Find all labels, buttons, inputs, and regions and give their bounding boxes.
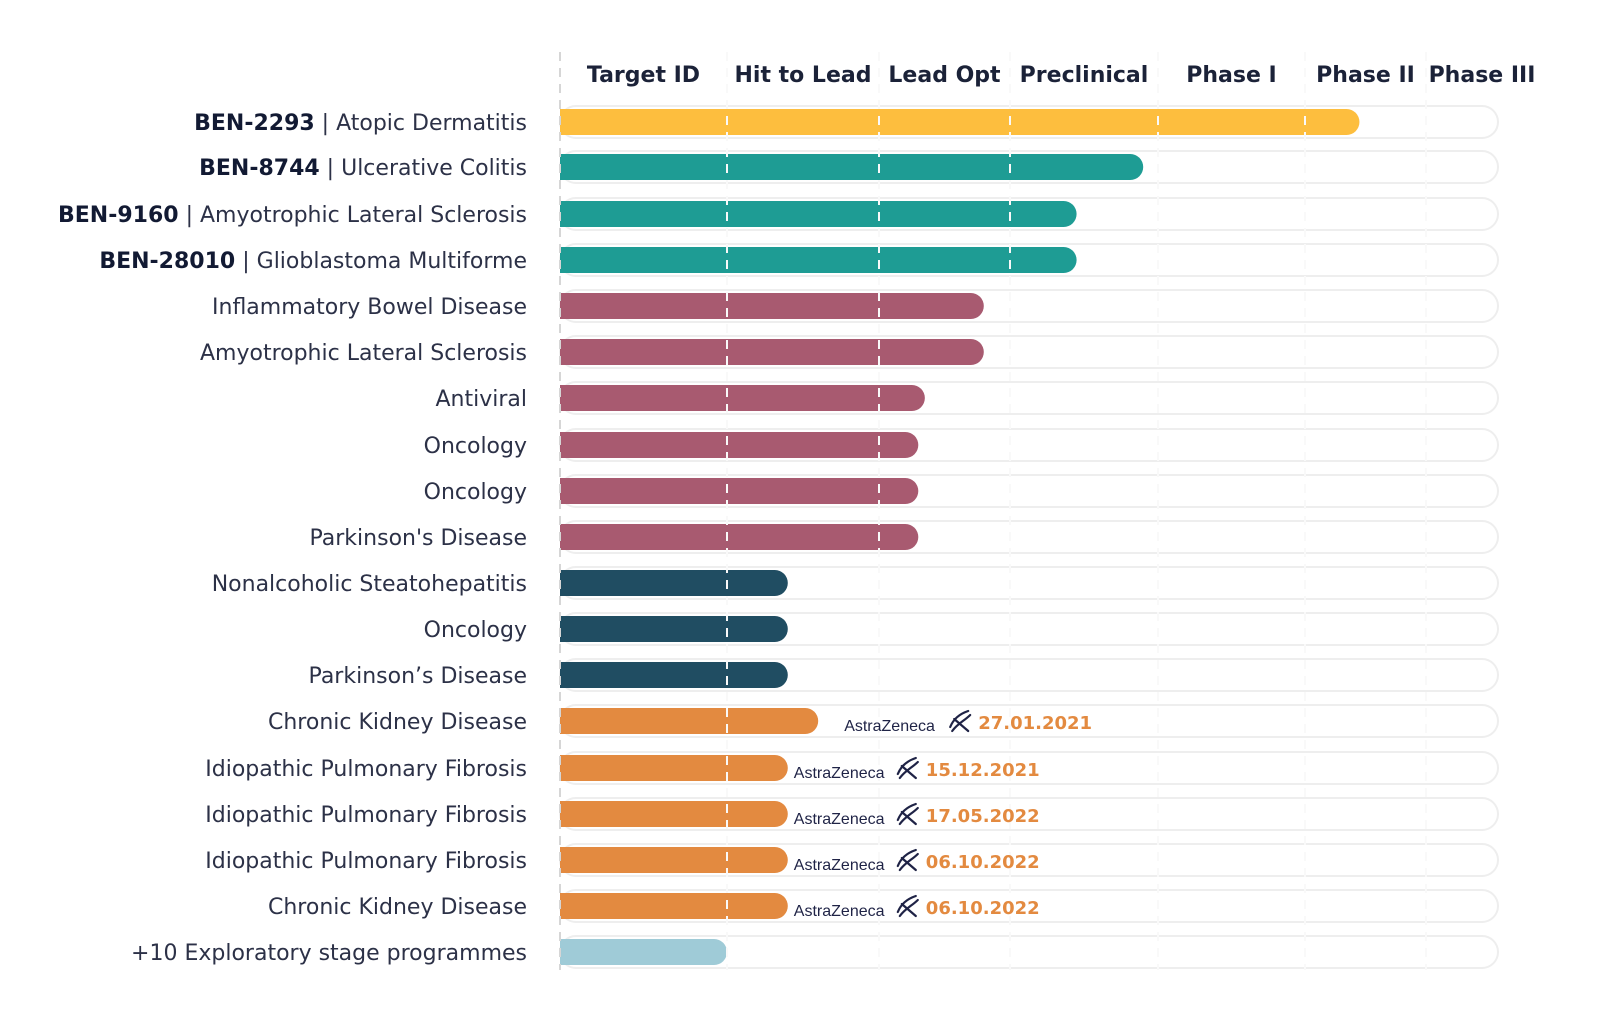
bar-programme	[560, 662, 788, 688]
row-label: BEN-9160 | Amyotrophic Lateral Sclerosis	[58, 203, 527, 228]
indication: Chronic Kidney Disease	[268, 895, 527, 920]
bar-BEN-2293	[560, 109, 1360, 135]
row-label: Chronic Kidney Disease	[268, 895, 527, 920]
partner-name: AstraZeneca	[794, 857, 885, 874]
stage-headers: Target ID Hit to Lead Lead Opt Preclinical P…	[587, 63, 1536, 88]
row-label: Idiopathic Pulmonary Fibrosis	[205, 757, 527, 782]
label-separator: |	[315, 111, 336, 136]
row-label: BEN-2293 | Atopic Dermatitis	[194, 111, 527, 136]
partner-name: AstraZeneca	[794, 811, 885, 828]
indication: Antiviral	[435, 387, 527, 412]
stage-header: Phase I	[1186, 63, 1277, 88]
programme-code: BEN-28010	[99, 249, 235, 274]
indication: Parkinson’s Disease	[309, 664, 527, 689]
indication: Atopic Dermatitis	[336, 111, 527, 136]
bar-programme	[560, 524, 919, 550]
programme-code: BEN-2293	[194, 111, 315, 136]
indication: Chronic Kidney Disease	[268, 710, 527, 735]
astrazeneca-logo-icon	[896, 894, 919, 918]
bar-programme	[560, 570, 788, 596]
row-label: Antiviral	[435, 387, 527, 412]
row-label: Idiopathic Pulmonary Fibrosis	[205, 849, 527, 874]
indication: Idiopathic Pulmonary Fibrosis	[205, 757, 527, 782]
partner-annotations: AstraZeneca 27.01.2021 AstraZeneca 15.12.20…	[794, 709, 1092, 920]
indication: Parkinson's Disease	[310, 526, 528, 551]
bar-BEN-9160	[560, 201, 1077, 227]
indication: Oncology	[424, 434, 527, 459]
indication: +10 Exploratory stage programmes	[131, 941, 527, 966]
row-label: Inflammatory Bowel Disease	[212, 295, 527, 320]
row-label: BEN-8744 | Ulcerative Colitis	[199, 156, 527, 181]
bar-programme	[560, 708, 819, 734]
row-labels: BEN-2293 | Atopic Dermatitis BEN-8744 | U…	[58, 111, 527, 966]
programme-code: BEN-8744	[199, 156, 320, 181]
progress-bars	[560, 109, 1360, 965]
astrazeneca-logo-icon	[896, 802, 919, 826]
indication: Glioblastoma Multiforme	[257, 249, 527, 274]
bar-programme	[560, 893, 788, 919]
bar-programme	[560, 385, 925, 411]
bar-programme	[560, 339, 984, 365]
stage-header: Phase III	[1429, 63, 1536, 88]
bar-programme	[560, 847, 788, 873]
row-label: BEN-28010 | Glioblastoma Multiforme	[99, 249, 527, 274]
stage-header: Target ID	[587, 63, 700, 88]
bar-BEN-28010	[560, 247, 1077, 273]
astrazeneca-logo-icon	[896, 756, 919, 780]
bar-programme	[560, 755, 788, 781]
stage-header: Preclinical	[1020, 63, 1149, 88]
bar-BEN-8744	[560, 154, 1144, 180]
stage-header: Phase II	[1316, 63, 1415, 88]
bar-programme	[560, 616, 788, 642]
indication: Amyotrophic Lateral Sclerosis	[200, 341, 527, 366]
deal-date: 06.10.2022	[926, 898, 1040, 919]
indication: Inflammatory Bowel Disease	[212, 295, 527, 320]
deal-date: 06.10.2022	[926, 852, 1040, 873]
stage-gridlines	[559, 52, 1427, 970]
bar-programme	[560, 478, 919, 504]
stage-header: Hit to Lead	[735, 63, 872, 88]
row-label: Oncology	[424, 618, 527, 643]
row-label: Oncology	[424, 480, 527, 505]
row-label: Oncology	[424, 434, 527, 459]
bar-programme	[560, 801, 788, 827]
row-label: Parkinson’s Disease	[309, 664, 527, 689]
indication: Nonalcoholic Steatohepatitis	[212, 572, 527, 597]
indication: Idiopathic Pulmonary Fibrosis	[205, 803, 527, 828]
programme-code: BEN-9160	[58, 203, 179, 228]
indication: Amyotrophic Lateral Sclerosis	[200, 203, 527, 228]
row-label: Idiopathic Pulmonary Fibrosis	[205, 803, 527, 828]
indication: Ulcerative Colitis	[341, 156, 527, 181]
row-label: Chronic Kidney Disease	[268, 710, 527, 735]
astrazeneca-logo-icon	[896, 848, 919, 872]
label-separator: |	[235, 249, 256, 274]
label-separator: |	[179, 203, 200, 228]
bar-programme	[560, 432, 919, 458]
row-label: Amyotrophic Lateral Sclerosis	[200, 341, 527, 366]
row-label: Nonalcoholic Steatohepatitis	[212, 572, 527, 597]
indication: Oncology	[424, 618, 527, 643]
indication: Idiopathic Pulmonary Fibrosis	[205, 849, 527, 874]
partner-name: AstraZeneca	[794, 903, 885, 920]
bar-programme	[560, 939, 727, 965]
row-label: +10 Exploratory stage programmes	[131, 941, 527, 966]
indication: Oncology	[424, 480, 527, 505]
label-separator: |	[320, 156, 341, 181]
deal-date: 27.01.2021	[978, 713, 1092, 734]
bar-programme	[560, 293, 984, 319]
partner-name: AstraZeneca	[794, 765, 885, 782]
row-label: Parkinson's Disease	[310, 526, 528, 551]
deal-date: 17.05.2022	[926, 806, 1040, 827]
stage-header: Lead Opt	[888, 63, 1001, 88]
deal-date: 15.12.2021	[926, 760, 1040, 781]
astrazeneca-logo-icon	[949, 709, 972, 733]
partner-name: AstraZeneca	[844, 718, 935, 735]
